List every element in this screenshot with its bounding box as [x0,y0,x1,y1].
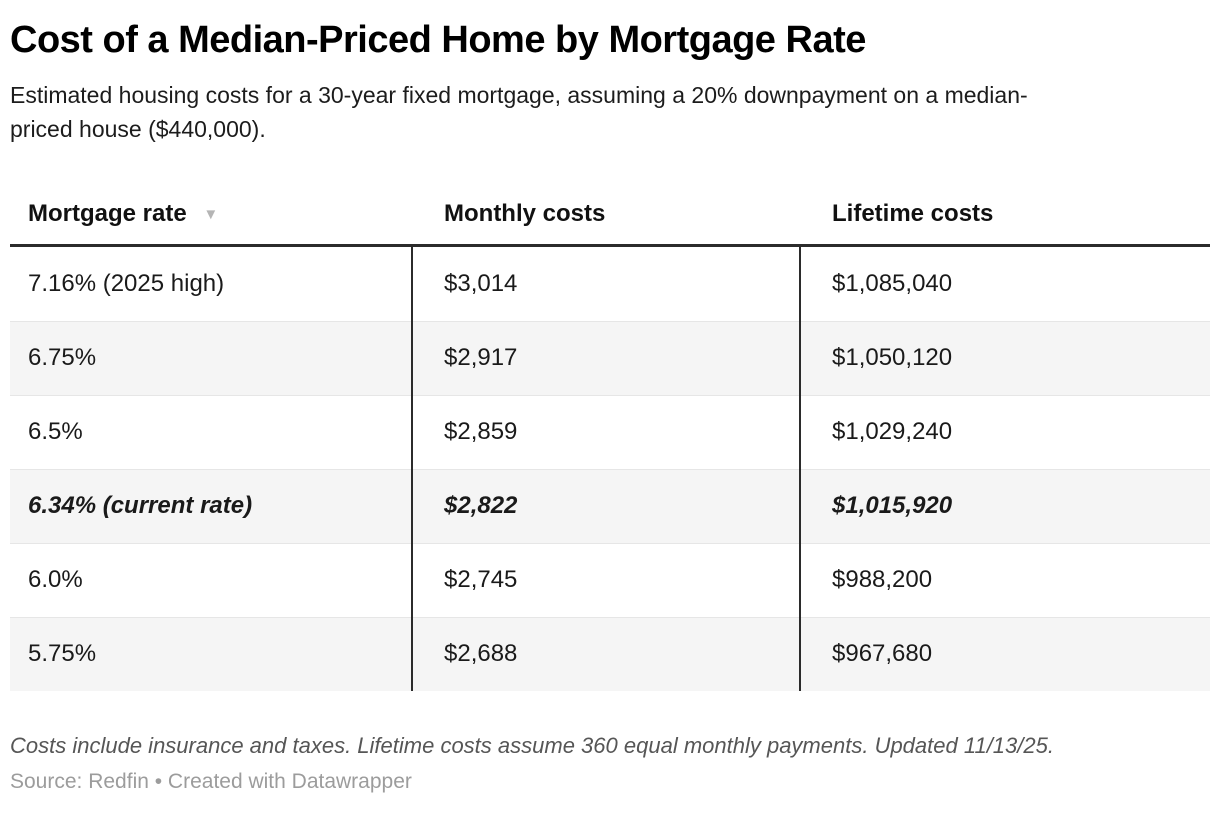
cell-lifetime-costs: $1,029,240 [832,418,953,446]
column-header-mortgage-rate[interactable]: Mortgage rate ▼ [10,200,413,228]
chart-title: Cost of a Median-Priced Home by Mortgage… [10,19,866,61]
table-header-row: Mortgage rate ▼ Monthly costs Lifetime c… [10,200,1210,247]
cell-lifetime-costs: $967,680 [832,640,933,668]
table-row: 5.75% $2,688 $967,680 [10,616,1210,691]
table-row: 7.16% (2025 high) $3,014 $1,085,040 [10,246,1210,321]
cell-mortgage-rate: 6.34% (current rate) [28,492,253,520]
cell-monthly-costs: $2,688 [444,640,518,668]
data-table: Mortgage rate ▼ Monthly costs Lifetime c… [10,200,1210,691]
table-row: 6.34% (current rate) $2,822 $1,015,920 [10,468,1210,543]
table-row: 6.75% $2,917 $1,050,120 [10,320,1210,395]
cell-lifetime-costs: $1,050,120 [832,344,953,372]
column-header-monthly-costs[interactable]: Monthly costs [413,200,801,228]
column-header-label: Mortgage rate [28,199,187,227]
cell-monthly-costs: $2,859 [444,418,518,446]
column-divider [799,246,801,691]
column-header-label: Lifetime costs [832,199,994,227]
cell-lifetime-costs: $988,200 [832,566,933,594]
cell-monthly-costs: $3,014 [444,269,518,297]
table-row: 6.5% $2,859 $1,029,240 [10,394,1210,469]
datawrapper-table-chart: Cost of a Median-Priced Home by Mortgage… [10,19,1210,793]
chart-source: Source: Redfin • Created with Datawrappe… [10,769,412,793]
sort-descending-icon: ▼ [203,205,219,223]
column-divider [411,246,413,691]
cell-lifetime-costs: $1,015,920 [832,492,953,520]
cell-lifetime-costs: $1,085,040 [832,269,953,297]
cell-monthly-costs: $2,822 [444,492,518,520]
cell-mortgage-rate: 6.75% [28,344,97,372]
cell-mortgage-rate: 6.5% [28,418,83,446]
table-body: 7.16% (2025 high) $3,014 $1,085,040 6.75… [10,246,1210,691]
cell-mortgage-rate: 5.75% [28,640,97,668]
cell-mortgage-rate: 6.0% [28,566,83,594]
cell-monthly-costs: $2,745 [444,566,518,594]
column-header-lifetime-costs[interactable]: Lifetime costs [801,200,1210,228]
table-row: 6.0% $2,745 $988,200 [10,542,1210,617]
cell-monthly-costs: $2,917 [444,344,518,372]
cell-mortgage-rate: 7.16% (2025 high) [28,269,225,297]
chart-note: Costs include insurance and taxes. Lifet… [10,732,1054,758]
chart-subtitle: Estimated housing costs for a 30-year fi… [10,81,1028,142]
column-header-label: Monthly costs [444,199,606,227]
